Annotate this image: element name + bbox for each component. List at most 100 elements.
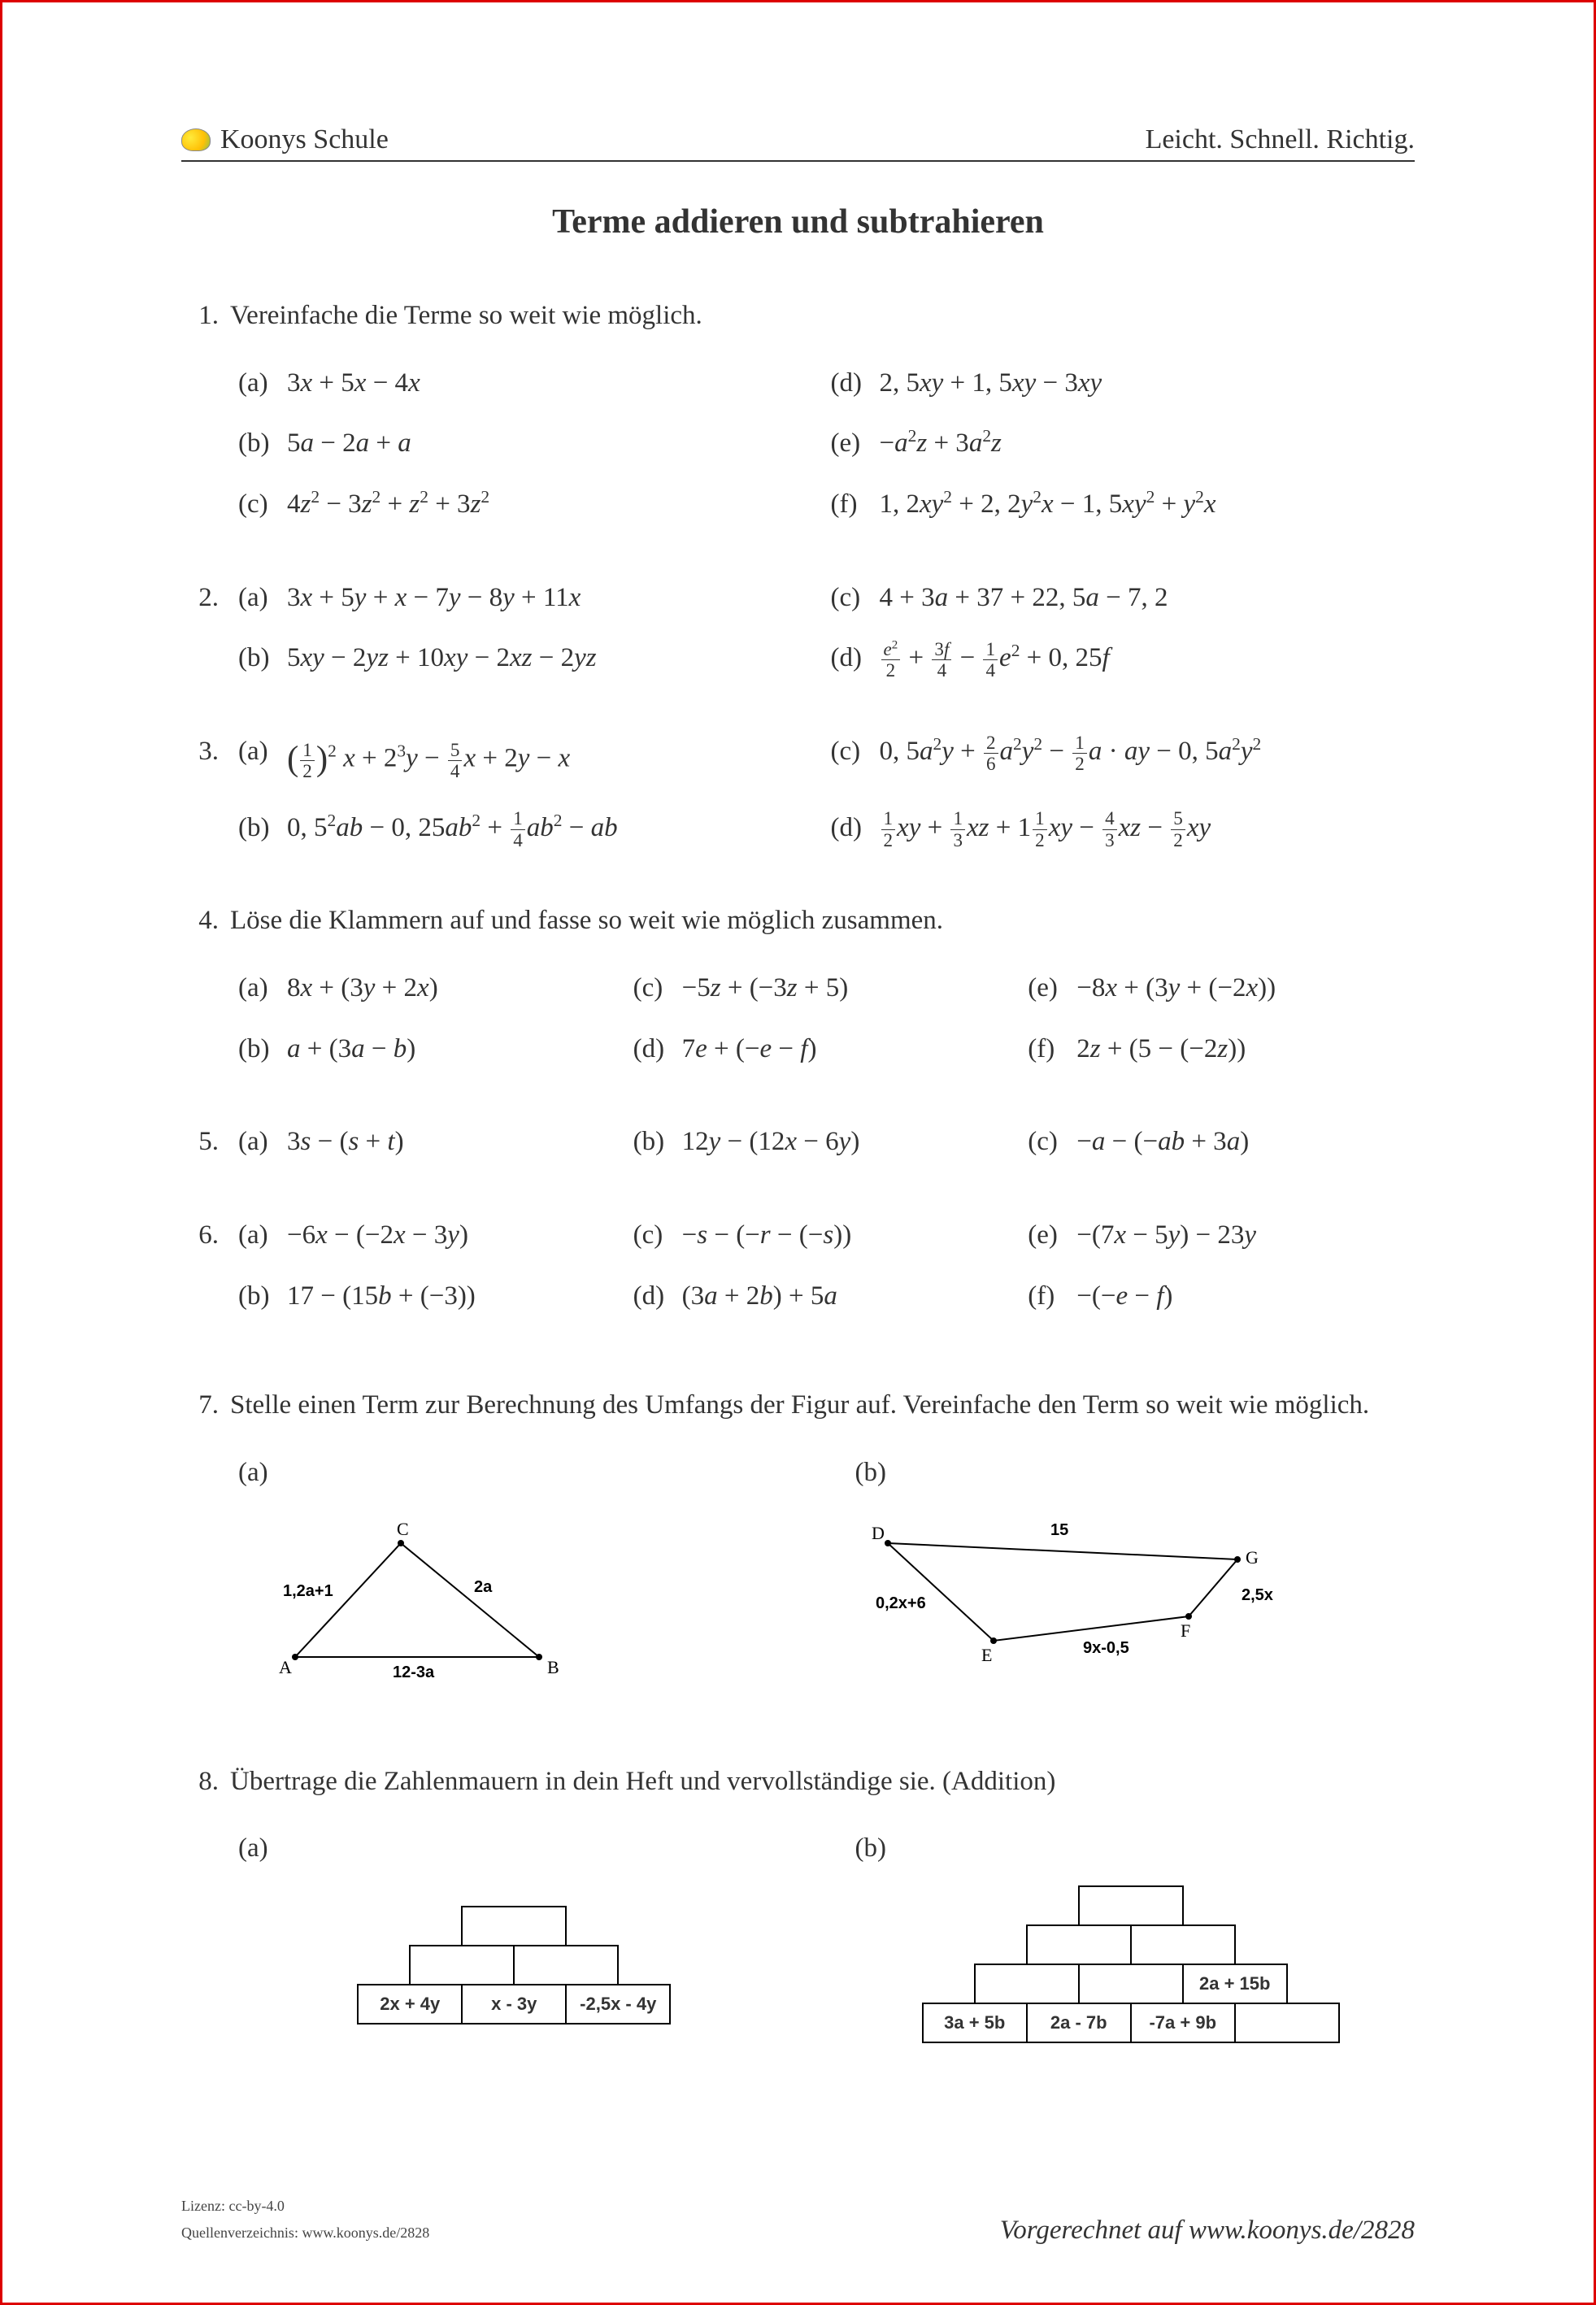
problem-number: 6. [181,1210,230,1331]
wall-row [230,1946,798,1985]
brick [1026,1924,1132,1965]
item-label: (a) [230,572,287,624]
svg-text:0,2x+6: 0,2x+6 [876,1594,926,1612]
brick: 3a + 5b [922,2003,1028,2043]
subproblem: (d)e22 + 3f4 − 14e2 + 0, 25f [823,633,1416,684]
expression: −(7x − 5y) − 23y [1076,1210,1398,1261]
problem-7: 7. Stelle einen Term zur Berechnung des … [181,1380,1415,1707]
expression: 3x + 5x − 4x [287,358,807,409]
expression: 0, 52ab − 0, 25ab2 + 14ab2 − ab [287,802,807,854]
svg-text:B: B [547,1657,559,1677]
expression: (3a + 2b) + 5a [682,1271,1004,1322]
svg-text:2,5x: 2,5x [1242,1586,1273,1604]
subproblem: (b)a + (3a − b) [230,1024,625,1075]
item-label: (a) [230,358,287,409]
expression: −5z + (−3z + 5) [682,963,1004,1014]
item-label: (b) [230,802,287,854]
subproblem: (e)−(7x − 5y) − 23y [1020,1210,1415,1261]
item-label: (f) [823,479,880,530]
item-label: (e) [1020,1210,1076,1261]
problem-number: 5. [181,1116,230,1177]
expression: −(−e − f) [1076,1271,1398,1322]
brick: -2,5x - 4y [565,1984,671,2024]
logo-icon [181,128,211,151]
triangle-diagram: A B C 1,2a+1 2a 12-3a [230,1511,604,1690]
problem-8: 8. Übertrage die Zahlenmauern in dein He… [181,1756,1415,2042]
item-label: (d) [625,1024,682,1075]
brick [1234,2003,1340,2043]
page-title: Terme addieren und subtrahieren [181,202,1415,241]
problem: 3.(a)(12)2 x + 23y − 54x + 2y − x(c)0, 5… [181,726,1415,863]
figure-7b: (b) D G F E 15 2,5x 9x-0,5 0,2x+6 [847,1447,1416,1707]
subproblem: (d)2, 5xy + 1, 5xy − 3xy [823,358,1416,409]
wall-row [847,1886,1416,1925]
subproblem: (f)−(−e − f) [1020,1271,1415,1322]
item-label: (f) [1020,1024,1076,1075]
subproblem: (a)(12)2 x + 23y − 54x + 2y − x [230,726,823,793]
expression: (12)2 x + 23y − 54x + 2y − x [287,726,807,793]
page-footer: Lizenz: cc-by-4.0 Quellenverzeichnis: ww… [181,2193,1415,2246]
svg-text:12-3a: 12-3a [393,1664,435,1681]
subproblem: (f)1, 2xy2 + 2, 2y2x − 1, 5xy2 + y2x [823,479,1416,530]
item-label: (c) [625,963,682,1014]
solved-link: Vorgerechnet auf www.koonys.de/2828 [1000,2216,1415,2246]
subproblem: (f)2z + (5 − (−2z)) [1020,1024,1415,1075]
subproblem: (a)3s − (s + t) [230,1116,625,1168]
expression: −6x − (−2x − 3y) [287,1210,609,1261]
problem-text: Löse die Klammern auf und fasse so weit … [230,895,1415,946]
brick [1078,1964,1184,2004]
subproblem: (b)5xy − 2yz + 10xy − 2xz − 2yz [230,633,823,684]
svg-text:9x-0,5: 9x-0,5 [1083,1639,1129,1657]
item-label: (d) [625,1271,682,1322]
item-label: (b) [625,1116,682,1168]
expression: 17 − (15b + (−3)) [287,1271,609,1322]
expression: e22 + 3f4 − 14e2 + 0, 25f [880,633,1399,684]
svg-text:C: C [397,1519,409,1539]
subproblem: (a)3x + 5x − 4x [230,358,823,409]
quad-diagram: D G F E 15 2,5x 9x-0,5 0,2x+6 [847,1511,1302,1690]
expression: 7e + (−e − f) [682,1024,1004,1075]
wall-row: 3a + 5b2a - 7b-7a + 9b [847,2003,1416,2042]
subproblem: (a)−6x − (−2x − 3y) [230,1210,625,1261]
subproblem: (c)4 + 3a + 37 + 22, 5a − 7, 2 [823,572,1416,624]
expression: 0, 5a2y + 26a2y2 − 12a · ay − 0, 5a2y2 [880,726,1399,793]
expression: 4 + 3a + 37 + 22, 5a − 7, 2 [880,572,1399,624]
expression: 5a − 2a + a [287,418,807,469]
expression: 1, 2xy2 + 2, 2y2x − 1, 5xy2 + y2x [880,479,1399,530]
expression: a + (3a − b) [287,1024,609,1075]
problem-number: 2. [181,572,230,694]
svg-text:D: D [872,1523,885,1543]
problem-number: 7. [181,1380,230,1707]
svg-text:F: F [1181,1620,1190,1641]
item-label: (a) [230,726,287,793]
problem-text: Stelle einen Term zur Berechnung des Umf… [230,1380,1415,1431]
subproblem: (c)−s − (−r − (−s)) [625,1210,1020,1261]
brick: x - 3y [461,1984,567,2024]
brick [513,1945,619,1985]
svg-text:15: 15 [1050,1521,1068,1539]
item-label: (b) [230,633,287,684]
subproblem: (b)0, 52ab − 0, 25ab2 + 14ab2 − ab [230,802,823,854]
subproblem: (b)12y − (12x − 6y) [625,1116,1020,1168]
header-left: Koonys Schule [181,124,389,155]
subproblem: (d)12xy + 13xz + 112xy − 43xz − 52xy [823,802,1416,854]
brick: 2x + 4y [357,1984,463,2024]
subproblem: (a)3x + 5y + x − 7y − 8y + 11x [230,572,823,624]
expression: 8x + (3y + 2x) [287,963,609,1014]
item-label: (c) [823,726,880,793]
expression: 3s − (s + t) [287,1116,609,1168]
item-label: (a) [230,1116,287,1168]
item-label: (c) [230,479,287,530]
figure-label: (a) [230,1823,798,1874]
subproblem: (c)0, 5a2y + 26a2y2 − 12a · ay − 0, 5a2y… [823,726,1416,793]
item-label: (b) [230,418,287,469]
brand-name: Koonys Schule [220,124,389,155]
expression: 2, 5xy + 1, 5xy − 3xy [880,358,1399,409]
problem-number: 1. [181,290,230,540]
problem: 5.(a)3s − (s + t)(b)12y − (12x − 6y)(c)−… [181,1116,1415,1177]
svg-text:A: A [279,1657,292,1677]
brick: 2a + 15b [1182,1964,1288,2004]
item-label: (d) [823,358,880,409]
expression: 4z2 − 3z2 + z2 + 3z2 [287,479,807,530]
svg-text:1,2a+1: 1,2a+1 [283,1582,333,1600]
